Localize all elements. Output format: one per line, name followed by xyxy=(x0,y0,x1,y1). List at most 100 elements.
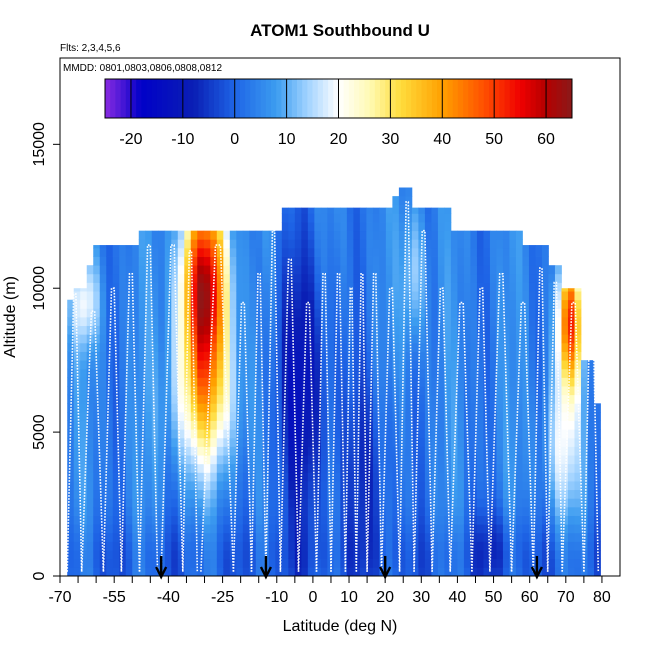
heatmap-cell xyxy=(431,273,439,283)
heatmap-cell xyxy=(106,334,114,344)
colorbar-cell xyxy=(525,79,531,118)
heatmap-cell xyxy=(554,360,562,370)
heatmap-cell xyxy=(424,247,432,257)
heatmap-cell xyxy=(210,411,218,421)
heatmap-cell xyxy=(463,420,471,430)
heatmap-cell xyxy=(164,403,172,413)
heatmap-cell xyxy=(249,247,257,257)
heatmap-cell xyxy=(197,368,205,378)
heatmap-cell xyxy=(587,411,595,421)
heatmap-cell xyxy=(86,325,94,335)
heatmap-cell xyxy=(320,472,328,482)
heatmap-cell xyxy=(515,567,523,577)
heatmap-cell xyxy=(372,317,380,327)
heatmap-cell xyxy=(405,558,413,568)
heatmap-cell xyxy=(268,515,276,525)
heatmap-cell xyxy=(366,282,374,292)
heatmap-cell xyxy=(138,532,146,542)
heatmap-cell xyxy=(444,265,452,275)
heatmap-cell xyxy=(405,506,413,516)
heatmap-cell xyxy=(93,437,101,447)
colorbar-cell xyxy=(276,79,282,118)
heatmap-cell xyxy=(359,386,367,396)
heatmap-cell xyxy=(242,420,250,430)
flight-track xyxy=(265,229,282,572)
heatmap-cell xyxy=(73,429,81,439)
colorbar-cell xyxy=(188,79,194,118)
heatmap-cell xyxy=(73,420,81,430)
heatmap-cell xyxy=(80,411,88,421)
heatmap-cell xyxy=(574,515,582,525)
heatmap-cell xyxy=(145,472,153,482)
heatmap-cell xyxy=(366,299,374,309)
heatmap-cell xyxy=(314,558,322,568)
heatmap-cell xyxy=(541,273,549,283)
heatmap-cell xyxy=(554,325,562,335)
heatmap-cell xyxy=(138,368,146,378)
heatmap-cell xyxy=(184,446,192,456)
heatmap-cell xyxy=(119,386,127,396)
heatmap-cell xyxy=(80,567,88,577)
heatmap-cell xyxy=(281,532,289,542)
heatmap-cell xyxy=(210,550,218,560)
heatmap-cell xyxy=(294,256,302,266)
heatmap-cell xyxy=(255,463,263,473)
heatmap-cells xyxy=(67,187,601,577)
heatmap-cell xyxy=(249,308,257,318)
heatmap-cell xyxy=(281,273,289,283)
heatmap-cell xyxy=(379,368,387,378)
heatmap-cell xyxy=(281,239,289,249)
heatmap-cell xyxy=(528,411,536,421)
heatmap-cell xyxy=(385,325,393,335)
heatmap-cell xyxy=(392,498,400,508)
heatmap-cell xyxy=(346,437,354,447)
heatmap-cell xyxy=(535,506,543,516)
heatmap-cell xyxy=(535,245,543,249)
heatmap-cell xyxy=(418,207,426,214)
heatmap-cell xyxy=(554,532,562,542)
heatmap-cell xyxy=(437,524,445,534)
heatmap-cell xyxy=(145,524,153,534)
heatmap-cell xyxy=(255,317,263,327)
heatmap-cell xyxy=(93,299,101,309)
heatmap-cell xyxy=(93,325,101,335)
heatmap-cell xyxy=(424,394,432,404)
heatmap-cell xyxy=(372,256,380,266)
heatmap-cell xyxy=(255,524,263,534)
heatmap-cell xyxy=(476,532,484,542)
heatmap-cell xyxy=(119,360,127,370)
heatmap-cell xyxy=(93,291,101,301)
heatmap-cell xyxy=(502,273,510,283)
heatmap-cell xyxy=(171,437,179,447)
heatmap-cell xyxy=(216,360,224,370)
heatmap-cell xyxy=(197,247,205,257)
heatmap-cell xyxy=(301,550,309,560)
heatmap-cell xyxy=(580,567,588,577)
heatmap-cell xyxy=(216,308,224,318)
heatmap-cell xyxy=(86,291,94,301)
heatmap-cell xyxy=(483,481,491,491)
heatmap-cell xyxy=(106,245,114,249)
heatmap-cell xyxy=(73,446,81,456)
heatmap-cell xyxy=(197,550,205,560)
heatmap-cell xyxy=(216,420,224,430)
heatmap-cell xyxy=(502,558,510,568)
heatmap-cell xyxy=(418,377,426,387)
heatmap-cell xyxy=(132,247,140,257)
heatmap-cell xyxy=(106,256,114,266)
heatmap-cell xyxy=(522,273,530,283)
heatmap-cell xyxy=(515,403,523,413)
heatmap-cell xyxy=(242,463,250,473)
heatmap-cell xyxy=(203,567,211,577)
heatmap-cell xyxy=(398,506,406,516)
heatmap-cell xyxy=(340,222,348,232)
heatmap-cell xyxy=(190,515,198,525)
heatmap-cell xyxy=(275,437,283,447)
heatmap-cell xyxy=(171,291,179,301)
heatmap-cell xyxy=(522,265,530,275)
heatmap-cell xyxy=(73,403,81,413)
heatmap-cell xyxy=(190,265,198,275)
heatmap-cell xyxy=(385,403,393,413)
heatmap-cell xyxy=(450,265,458,275)
heatmap-cell xyxy=(93,515,101,525)
